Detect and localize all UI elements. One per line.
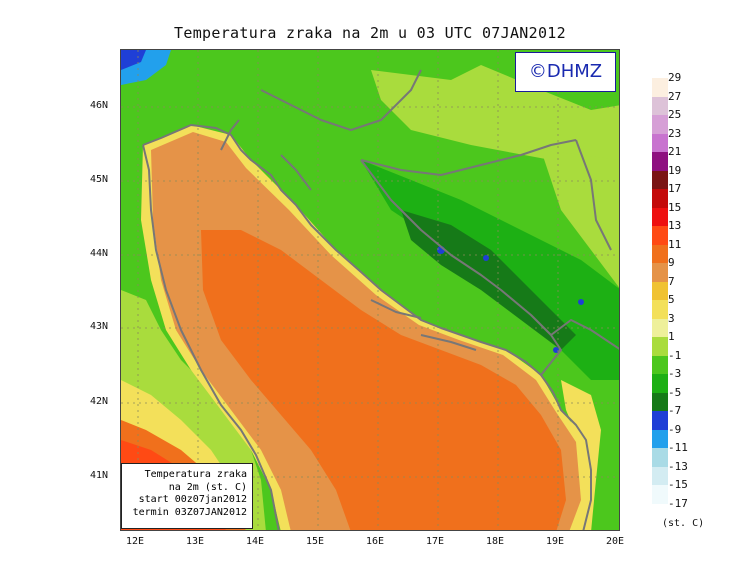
dhmz-logo: ©DHMZ [515, 52, 616, 92]
colorbar-swatch [652, 207, 668, 226]
lat-label: 45N [90, 174, 109, 185]
colorbar-swatch [652, 374, 668, 393]
colorbar-label: -7 [668, 404, 682, 417]
colorbar-label: 23 [668, 126, 682, 140]
colorbar-swatch [652, 244, 668, 263]
colorbar-swatch [652, 96, 668, 115]
colorbar-swatch [652, 448, 668, 467]
colorbar-label: 3 [668, 311, 675, 325]
lon-label: 14E [246, 536, 265, 547]
colorbar-label: 19 [668, 163, 682, 177]
info-line: Temperatura zraka [144, 469, 247, 480]
colorbar-swatch [652, 78, 668, 97]
colorbar-swatch [652, 337, 668, 356]
colorbar-label: 27 [668, 89, 682, 103]
colorbar-swatch [652, 318, 668, 337]
colorbar-label: 5 [668, 293, 675, 306]
cold-spot-alps-core [121, 50, 146, 70]
info-line: na 2m (st. C) [168, 481, 247, 493]
lon-label: 12E [126, 536, 145, 547]
colorbar-label: -13 [668, 459, 688, 473]
lon-label: 18E [486, 536, 505, 547]
lat-label: 43N [90, 321, 109, 332]
map-title: Temperatura zraka na 2m u 03 UTC 07JAN20… [174, 24, 566, 42]
colorbar-swatch [652, 226, 668, 245]
colorbar-swatch [652, 170, 668, 189]
colorbar-label: -1 [668, 348, 682, 362]
colorbar-swatch [652, 115, 668, 134]
graticule [121, 50, 619, 530]
colorbar-label: -5 [668, 385, 682, 399]
colorbar-label: -15 [668, 478, 688, 491]
colorbar-label: 13 [668, 219, 682, 232]
map-canvas [121, 50, 619, 530]
colorbar-swatch [652, 281, 668, 300]
colorbar-swatch [652, 133, 668, 152]
land-light-patch-east [541, 150, 619, 288]
lat-label: 42N [90, 396, 109, 407]
colorbar-label: 25 [668, 108, 682, 121]
info-line: termin 03Z07JAN2012 [132, 506, 247, 518]
colorbar-label: 1 [668, 330, 675, 343]
info-line: start 00z07jan2012 [138, 494, 247, 505]
colorbar-label: 15 [668, 200, 682, 214]
lon-label: 16E [366, 536, 385, 547]
colorbar-swatch [652, 189, 668, 208]
colorbar-label: 29 [668, 71, 682, 84]
lon-label: 15E [306, 536, 325, 547]
colorbar-swatch [652, 152, 668, 171]
temperature-map [120, 49, 620, 531]
colorbar-label: 11 [668, 237, 682, 251]
colorbar-label: 17 [668, 182, 682, 195]
cold-spot-3 [553, 347, 559, 353]
colorbar-swatch [652, 466, 668, 485]
colorbar-swatch [652, 355, 668, 374]
colorbar-label: 9 [668, 256, 675, 269]
adriatic-sea-core [201, 230, 566, 530]
colorbar-swatch [652, 263, 668, 282]
colorbar-swatch [652, 300, 668, 319]
cold-spot-2 [483, 255, 489, 261]
info-box: Temperatura zraka na 2m (st. C) start 00… [121, 463, 253, 529]
colorbar-label: -11 [668, 441, 688, 454]
colorbar-label: -9 [668, 422, 682, 436]
colorbar-swatch [652, 485, 668, 504]
lat-label: 44N [90, 248, 109, 259]
coastlines-borders [142, 69, 619, 530]
lat-label: 46N [90, 100, 109, 111]
colorbar-swatch [652, 411, 668, 430]
colorbar-label: -17 [668, 496, 688, 510]
colorbar-label: 21 [668, 145, 682, 158]
lat-label: 41N [90, 470, 109, 481]
lon-label: 17E [426, 536, 445, 547]
lon-label: 20E [606, 536, 625, 547]
colorbar-swatch [652, 392, 668, 411]
cold-spot-4 [578, 299, 584, 305]
colorbar-label: -3 [668, 367, 682, 380]
lon-label: 19E [546, 536, 565, 547]
colorbar-units: (st. C) [662, 518, 705, 529]
lon-label: 13E [186, 536, 205, 547]
colorbar-label: 7 [668, 274, 675, 288]
colorbar-swatch [652, 429, 668, 448]
